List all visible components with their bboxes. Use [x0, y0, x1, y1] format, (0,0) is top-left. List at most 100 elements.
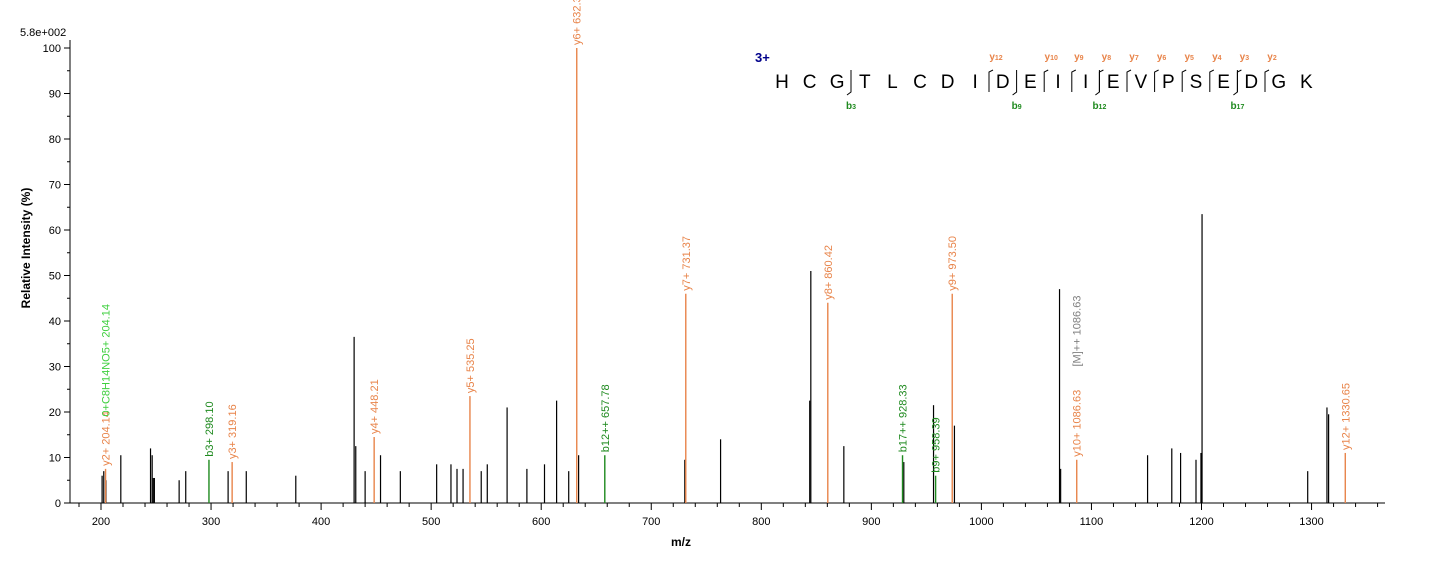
peak-label: y6+ 632.30: [572, 0, 584, 45]
y-tick-label: 20: [49, 407, 61, 419]
y-ion-bracket: [988, 69, 994, 92]
residue: G: [830, 72, 845, 93]
peak-label: b12++ 657.78: [600, 384, 612, 452]
peak-label: b17++ 928.33: [898, 384, 910, 452]
residue: P: [1162, 72, 1175, 93]
peak-label: y3+ 319.16: [227, 404, 239, 459]
y-tick-label: 70: [49, 180, 61, 192]
y-tick-label: 40: [49, 316, 61, 328]
y-ion-number: 8: [1107, 55, 1111, 62]
peak-label: y12+ 1330.65: [1340, 383, 1352, 450]
y-tick-label: 50: [49, 271, 61, 283]
residue: C: [913, 72, 927, 93]
b-ion-bracket: [846, 70, 852, 96]
y-ion-label: y8: [1102, 52, 1112, 63]
y-ion-bracket: [1236, 69, 1242, 92]
peak-label: y10+ 1086.63: [1072, 390, 1084, 457]
y-ion-label: y9: [1074, 52, 1084, 63]
x-tick-label: 1200: [1189, 516, 1213, 528]
residue: S: [1190, 72, 1203, 93]
y-ion-bracket: [1181, 69, 1187, 92]
peak-label: y8+ 860.42: [823, 245, 835, 300]
x-tick-label: 1300: [1299, 516, 1323, 528]
b-ion-label: b9: [1012, 101, 1022, 112]
x-tick-label: 1000: [969, 516, 993, 528]
y-ion-bracket: [1043, 69, 1049, 92]
residue: E: [1024, 72, 1037, 93]
x-tick-label: 400: [312, 516, 330, 528]
x-tick-label: 700: [642, 516, 660, 528]
peak-label: b9+ 958.39: [931, 417, 943, 472]
peak-label: y5+ 535.25: [465, 338, 477, 393]
x-axis-label: m/z: [671, 535, 691, 549]
residue: D: [941, 72, 955, 93]
residue: D: [996, 72, 1010, 93]
y-ion-bracket: [1071, 69, 1077, 92]
y-ion-number: 9: [1080, 55, 1084, 62]
y-ion-label: y4: [1212, 52, 1222, 63]
y-ion-number: 3: [1245, 55, 1249, 62]
residue: E: [1107, 72, 1120, 93]
residue: H: [775, 72, 789, 93]
y-ion-bracket: [1126, 69, 1132, 92]
residue: E: [1217, 72, 1230, 93]
y-ion-bracket: [1154, 69, 1159, 92]
b-ion-number: 17: [1237, 104, 1245, 111]
residue: L: [887, 72, 898, 93]
b-ion-number: 12: [1099, 104, 1107, 111]
y-ion-label: y6: [1157, 52, 1167, 63]
y-ion-label: y7: [1129, 52, 1139, 63]
y-ion-number: 2: [1273, 55, 1277, 62]
x-tick-label: 1100: [1080, 516, 1104, 528]
y-ticks: 0 10 20 30 40 50 60 70 80 90 100: [43, 43, 70, 510]
residue: I: [973, 72, 978, 93]
y-tick-label: 60: [49, 225, 61, 237]
x-tick-label: 300: [202, 516, 220, 528]
b-ion-number: 3: [852, 104, 856, 111]
peak-label: y9+ 973.50: [947, 236, 959, 291]
y-tick-label: 30: [49, 362, 61, 374]
charge-state: 3+: [755, 50, 770, 65]
y-ion-label: y3: [1240, 52, 1250, 63]
y-axis-label: Relative Intensity (%): [19, 188, 33, 309]
x-tick-label: 600: [532, 516, 550, 528]
b-ion-number: 9: [1018, 104, 1022, 111]
b-ion-label: b3: [846, 101, 856, 112]
x-tick-label: 800: [752, 516, 770, 528]
b-ion-label: b17: [1230, 101, 1244, 112]
y-ion-label: y12: [989, 52, 1002, 63]
y-ion-label: y5: [1184, 52, 1194, 63]
y-ion-bracket: [1264, 69, 1270, 92]
residue: T: [859, 72, 871, 93]
residue: V: [1134, 72, 1147, 93]
y-ion-number: 4: [1218, 55, 1222, 62]
peak-label: y7+ 731.37: [681, 236, 693, 291]
x-ticks: 200 300 400 500 600 700 800 900 1000 1100 1200 1300: [78, 503, 1379, 528]
peak-label: b3+ 298.10: [204, 401, 216, 456]
residue: G: [1271, 72, 1286, 93]
peak-label: y2+ 204.14: [101, 411, 113, 466]
y-ion-number: 10: [1050, 55, 1058, 62]
y-ion-bracket: [1098, 69, 1104, 92]
y-ion-label: y2: [1267, 52, 1277, 63]
x-tick-label: 900: [862, 516, 880, 528]
y-ion-number: 6: [1162, 55, 1166, 62]
residue: I: [1055, 72, 1060, 93]
peaks: [101, 48, 1346, 503]
y-tick-label: 100: [43, 43, 61, 55]
b-ion-label: b12: [1092, 101, 1106, 112]
residue: K: [1300, 72, 1313, 93]
y-ion-label: y10: [1045, 52, 1058, 63]
max-intensity-label: 5.8e+002: [20, 27, 66, 39]
y-tick-label: 10: [49, 453, 61, 465]
y-tick-label: 0: [55, 498, 61, 510]
y-tick-label: 90: [49, 89, 61, 101]
b-ion-bracket: [1233, 70, 1238, 96]
peak-labels: y2+ 204.140+C8H14NO5+ 204.14 b3+ 298.10 y3…: [101, 0, 1353, 473]
x-tick-label: 500: [422, 516, 440, 528]
residue: I: [1083, 72, 1088, 93]
residue: D: [1244, 72, 1258, 93]
y-ion-number: 5: [1190, 55, 1194, 62]
y-tick-label: 80: [49, 134, 61, 146]
